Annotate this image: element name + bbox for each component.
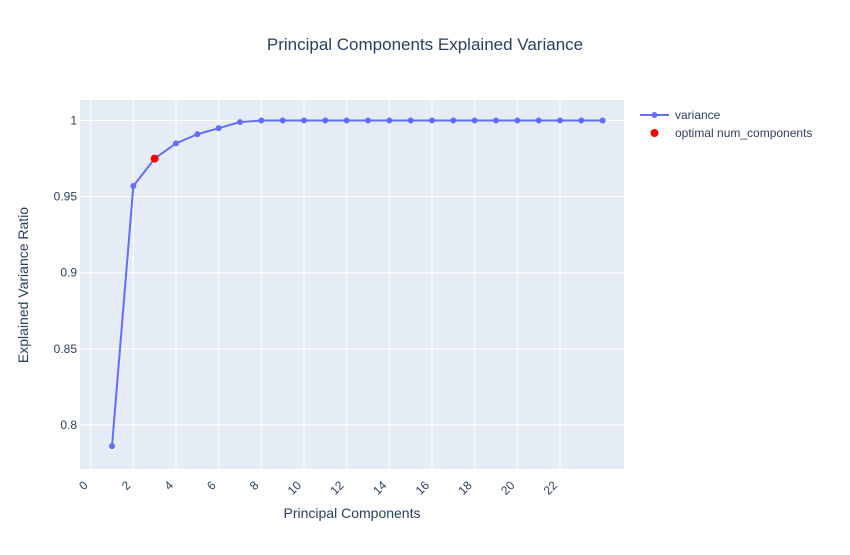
- legend: variance optimal num_components: [640, 108, 812, 140]
- x-tick-label: 14: [370, 478, 390, 498]
- data-point-variance: [130, 182, 137, 189]
- y-tick-label: 1: [70, 114, 77, 128]
- data-point-variance: [450, 117, 457, 124]
- x-tick-label: 12: [327, 478, 347, 498]
- x-tick-label: 16: [413, 478, 433, 498]
- data-point-variance: [109, 443, 115, 450]
- data-point-variance: [429, 117, 435, 124]
- data-point-variance: [386, 117, 393, 124]
- chart-title: Principal Components Explained Variance: [267, 35, 583, 54]
- x-tick-label: 20: [498, 478, 518, 498]
- x-gridlines: [90, 100, 561, 469]
- data-point-variance: [557, 117, 563, 124]
- data-point-variance: [514, 117, 521, 124]
- y-tick-label: 0.9: [60, 266, 77, 280]
- plot-area: [80, 100, 624, 469]
- data-point-variance: [194, 131, 201, 138]
- x-tick-label: 6: [204, 478, 219, 493]
- x-tick-label: 2: [119, 478, 134, 493]
- x-axis-label: Principal Components: [284, 505, 421, 521]
- legend-marker-optimal: [650, 129, 659, 137]
- data-point-variance: [471, 117, 478, 124]
- y-tick-label: 0.8: [60, 418, 77, 432]
- y-tick-label: 0.95: [54, 190, 78, 204]
- data-point-variance: [301, 117, 307, 124]
- data-point-variance: [493, 117, 499, 124]
- x-tick-labels: 0 2 4 6 8 10 12 14 16 18 20 22: [76, 478, 560, 498]
- x-tick-label: 4: [161, 478, 176, 493]
- x-tick-label: 8: [247, 478, 262, 493]
- x-tick-label: 10: [285, 478, 305, 498]
- data-point-variance: [535, 117, 542, 124]
- legend-item-optimal[interactable]: optimal num_components: [650, 126, 813, 140]
- legend-marker-variance: [651, 112, 658, 118]
- x-tick-label: 18: [455, 478, 475, 498]
- legend-label-optimal: optimal num_components: [675, 126, 812, 140]
- series-layer: [109, 117, 606, 450]
- data-point-variance: [365, 117, 371, 124]
- data-point-variance: [173, 140, 179, 147]
- data-point-variance: [237, 119, 243, 126]
- data-point-variance: [578, 117, 585, 124]
- data-point-variance: [279, 117, 286, 124]
- legend-item-variance[interactable]: variance: [640, 108, 721, 122]
- data-point-variance: [215, 125, 222, 132]
- data-point-variance: [599, 117, 606, 124]
- data-point-variance: [343, 117, 350, 124]
- data-point-variance: [322, 117, 329, 124]
- x-tick-label: 22: [541, 478, 561, 498]
- y-tick-label: 0.85: [54, 342, 78, 356]
- legend-label-variance: variance: [675, 108, 721, 122]
- y-tick-labels: 0.8 0.85 0.9 0.95 1: [54, 114, 78, 432]
- series-line-variance: [111, 119, 603, 447]
- y-axis-label: Explained Variance Ratio: [15, 207, 31, 363]
- data-point-variance: [258, 117, 265, 124]
- x-tick-label: 0: [76, 478, 91, 493]
- data-point-variance: [407, 117, 414, 124]
- data-point-optimal-num-components: [150, 154, 159, 163]
